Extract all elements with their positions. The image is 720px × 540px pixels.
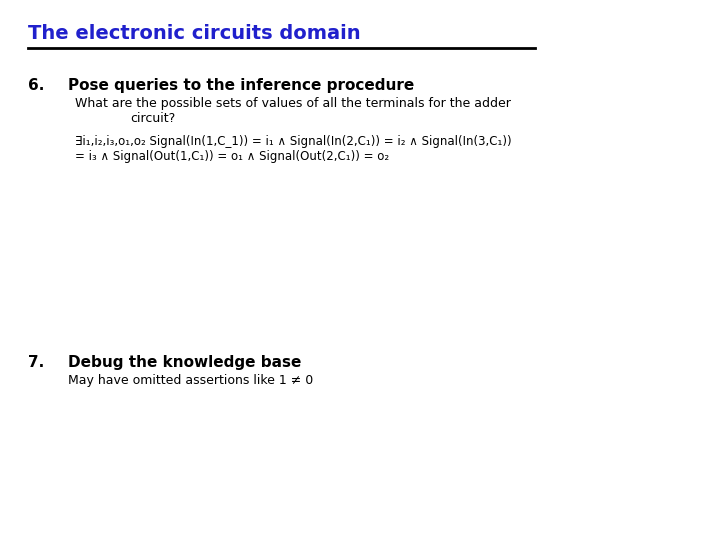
Text: ∃i₁,i₂,i₃,o₁,o₂ Signal(In(1,C_1)) = i₁ ∧ Signal(In(2,C₁)) = i₂ ∧ Signal(In(3,C₁): ∃i₁,i₂,i₃,o₁,o₂ Signal(In(1,C_1)) = i₁ ∧… xyxy=(75,135,512,148)
Text: 7.: 7. xyxy=(28,355,44,370)
Text: = i₃ ∧ Signal(Out(1,C₁)) = o₁ ∧ Signal(Out(2,C₁)) = o₂: = i₃ ∧ Signal(Out(1,C₁)) = o₁ ∧ Signal(O… xyxy=(75,150,389,163)
Text: circuit?: circuit? xyxy=(130,112,175,125)
Text: What are the possible sets of values of all the terminals for the adder: What are the possible sets of values of … xyxy=(75,97,511,110)
Text: The electronic circuits domain: The electronic circuits domain xyxy=(28,24,361,43)
Text: Pose queries to the inference procedure: Pose queries to the inference procedure xyxy=(68,78,414,93)
Text: May have omitted assertions like 1 ≠ 0: May have omitted assertions like 1 ≠ 0 xyxy=(68,374,313,387)
Text: 6.: 6. xyxy=(28,78,45,93)
Text: Debug the knowledge base: Debug the knowledge base xyxy=(68,355,302,370)
